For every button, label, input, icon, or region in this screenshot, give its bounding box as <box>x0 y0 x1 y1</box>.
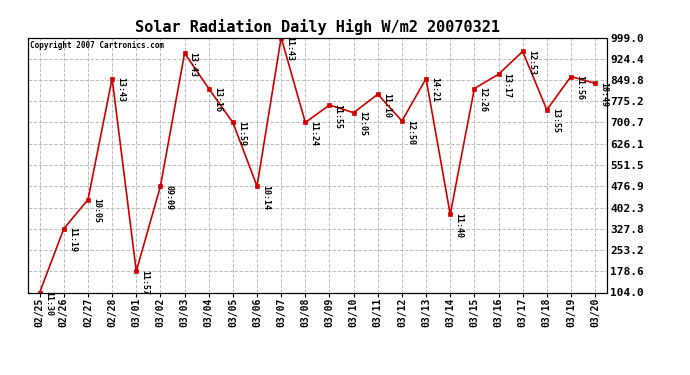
Text: 11:10: 11:10 <box>382 93 391 118</box>
Text: 10:05: 10:05 <box>92 198 101 223</box>
Text: 11:59: 11:59 <box>237 121 246 146</box>
Text: 11:40: 11:40 <box>455 213 464 238</box>
Text: Copyright 2007 Cartronics.com: Copyright 2007 Cartronics.com <box>30 41 165 50</box>
Text: 11:55: 11:55 <box>334 104 343 129</box>
Text: 12:26: 12:26 <box>479 87 488 112</box>
Text: 11:57: 11:57 <box>141 270 150 295</box>
Text: 11:56: 11:56 <box>575 75 584 100</box>
Text: 10:49: 10:49 <box>600 82 609 107</box>
Text: 11:19: 11:19 <box>68 227 77 252</box>
Text: 14:21: 14:21 <box>431 77 440 102</box>
Text: 11:24: 11:24 <box>310 121 319 146</box>
Text: 12:05: 12:05 <box>358 111 367 136</box>
Text: 13:17: 13:17 <box>503 73 512 98</box>
Text: 09:09: 09:09 <box>165 185 174 210</box>
Text: 11:30: 11:30 <box>44 291 53 316</box>
Text: 13:16: 13:16 <box>213 87 222 112</box>
Text: 13:43: 13:43 <box>189 52 198 77</box>
Text: 10:14: 10:14 <box>262 185 270 210</box>
Text: 12:50: 12:50 <box>406 120 415 145</box>
Text: 11:43: 11:43 <box>286 36 295 61</box>
Text: 12:53: 12:53 <box>527 50 536 75</box>
Text: 13:55: 13:55 <box>551 108 560 134</box>
Title: Solar Radiation Daily High W/m2 20070321: Solar Radiation Daily High W/m2 20070321 <box>135 19 500 35</box>
Text: 13:43: 13:43 <box>117 77 126 102</box>
